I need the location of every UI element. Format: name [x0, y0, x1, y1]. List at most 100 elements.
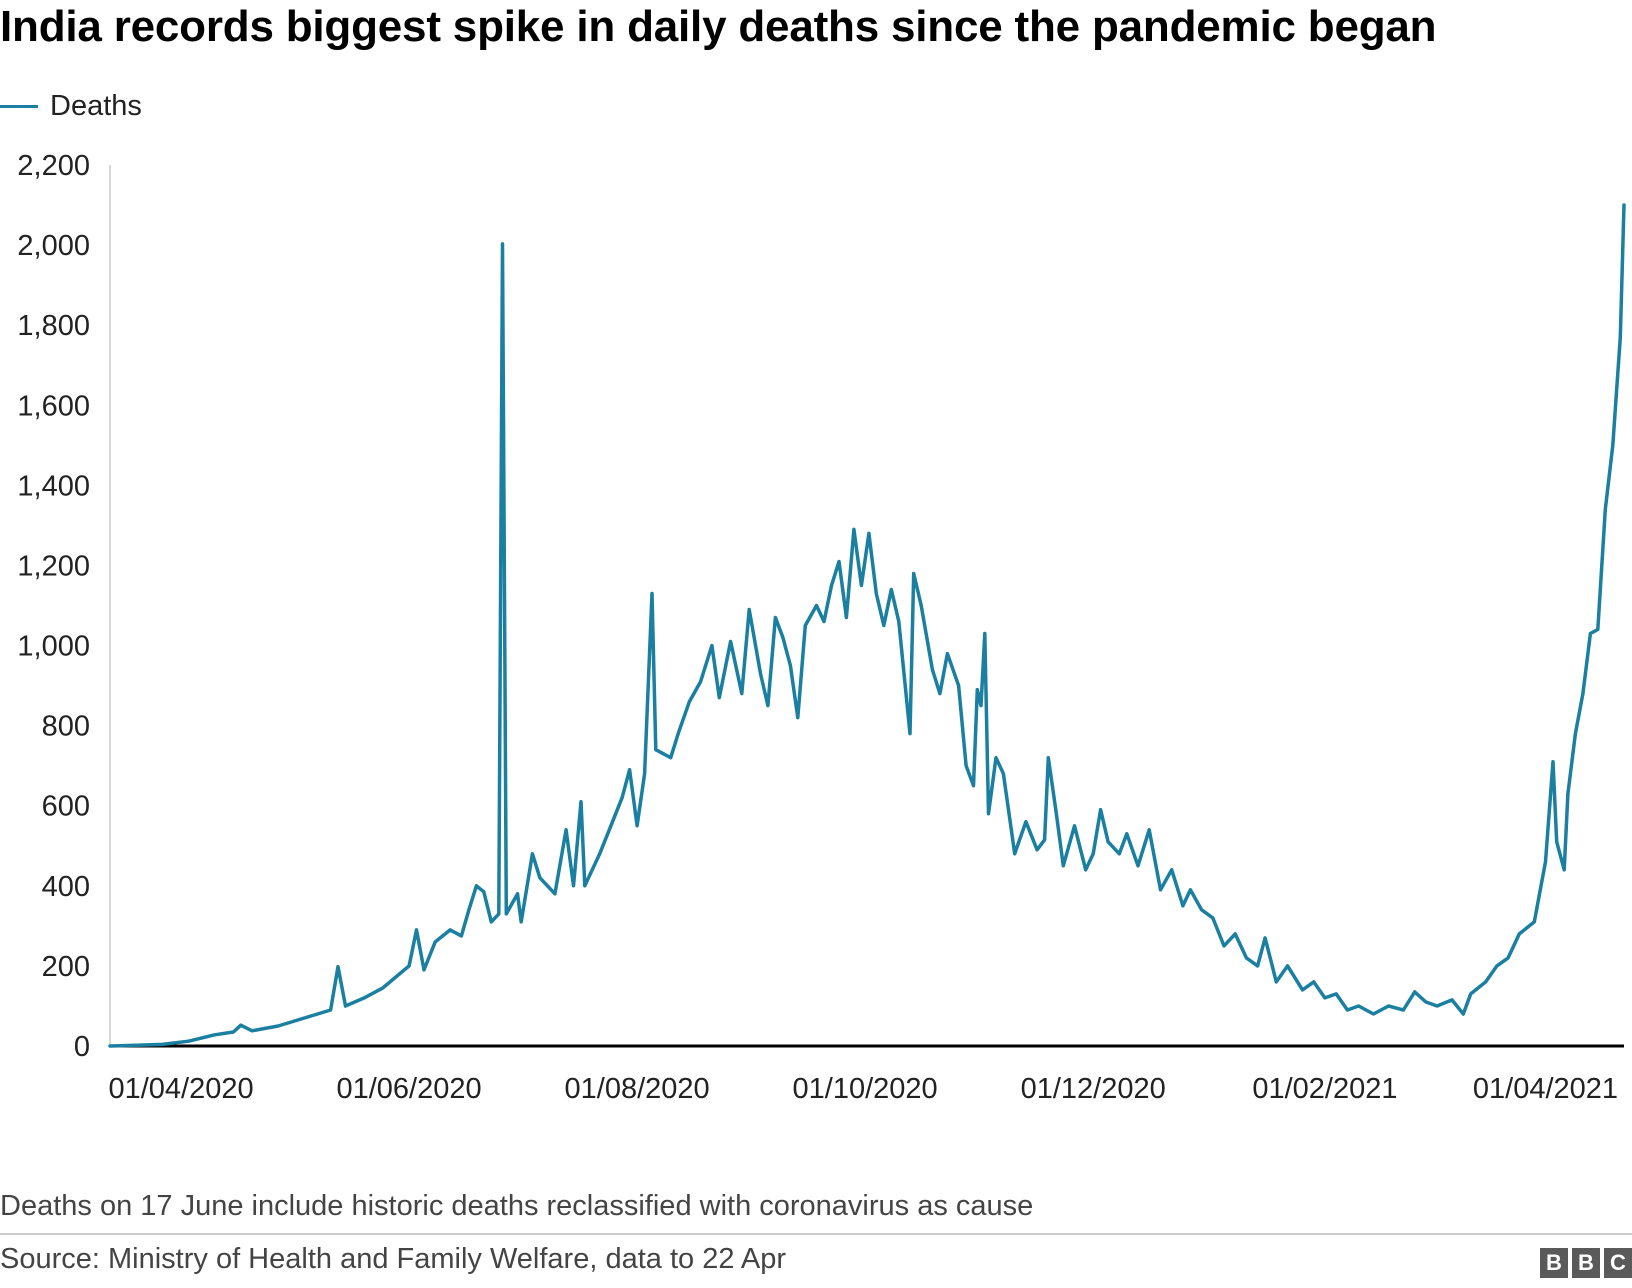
data-point — [1274, 980, 1278, 984]
data-point — [474, 884, 478, 888]
data-point — [1461, 1012, 1465, 1016]
data-point — [628, 768, 632, 772]
data-point — [1555, 840, 1559, 844]
data-point — [1024, 820, 1028, 824]
bbc-logo-c: C — [1604, 1248, 1632, 1278]
data-point — [1435, 1004, 1439, 1008]
x-tick-label: 01/10/2020 — [793, 1073, 938, 1105]
data-point — [1043, 838, 1047, 842]
data-point — [938, 692, 942, 696]
y-tick-label: 600 — [42, 791, 90, 823]
y-tick-label: 1,200 — [17, 550, 90, 582]
data-point — [975, 688, 979, 692]
data-point — [415, 928, 418, 932]
data-point — [231, 1030, 235, 1034]
data-point — [983, 632, 987, 635]
source-text: Source: Ministry of Health and Family We… — [0, 1243, 787, 1275]
data-point — [1147, 828, 1151, 832]
data-point — [1035, 848, 1039, 852]
data-point — [669, 756, 673, 760]
y-tick-label: 1,400 — [17, 470, 90, 502]
data-point — [867, 531, 871, 535]
data-point — [213, 1033, 217, 1037]
data-point — [1099, 808, 1103, 812]
data-point — [530, 852, 534, 856]
data-point — [964, 764, 968, 768]
data-point — [1312, 980, 1316, 984]
data-point — [676, 732, 680, 736]
data-point — [788, 664, 792, 668]
data-point — [1200, 908, 1204, 912]
y-tick-label: 2,000 — [17, 230, 90, 262]
data-point — [796, 716, 800, 720]
data-point — [759, 672, 762, 676]
data-point — [1222, 944, 1226, 948]
data-point — [889, 588, 893, 591]
data-point — [650, 592, 654, 595]
data-point — [859, 584, 863, 587]
data-point — [1136, 864, 1140, 868]
data-point — [803, 624, 807, 627]
legend: Deaths — [0, 86, 142, 126]
data-point — [1566, 792, 1570, 796]
data-point — [815, 604, 818, 607]
data-point — [1073, 824, 1076, 828]
data-point — [1263, 936, 1267, 940]
x-tick-label: 01/08/2020 — [565, 1073, 710, 1105]
y-tick-label: 1,800 — [17, 310, 90, 342]
data-point — [108, 1044, 112, 1048]
data-point — [773, 616, 777, 619]
data-point — [422, 968, 426, 972]
data-point — [1581, 692, 1585, 696]
data-point — [1603, 507, 1607, 511]
data-point — [740, 692, 744, 696]
data-point — [1323, 996, 1327, 1000]
data-point — [336, 965, 340, 969]
data-point — [504, 912, 508, 916]
data-point — [908, 732, 912, 736]
data-point — [766, 704, 770, 708]
bbc-logo-b1: B — [1540, 1248, 1568, 1278]
data-point — [1061, 864, 1065, 868]
data-point — [987, 812, 990, 816]
data-point — [1551, 760, 1555, 764]
data-point — [1170, 868, 1174, 872]
legend-swatch — [0, 104, 38, 108]
data-point — [1117, 852, 1121, 856]
data-point — [1469, 992, 1473, 996]
data-point — [553, 892, 557, 896]
data-point — [1611, 443, 1615, 447]
data-point — [837, 560, 841, 563]
data-point — [1286, 964, 1290, 968]
y-tick-label: 400 — [42, 871, 90, 903]
data-point — [1211, 916, 1215, 920]
data-point — [1506, 956, 1510, 960]
data-point — [538, 876, 542, 880]
data-point — [1401, 1008, 1405, 1012]
x-tick-label: 01/04/2021 — [1473, 1073, 1618, 1105]
data-point — [1084, 868, 1088, 872]
data-point — [957, 684, 961, 688]
data-point — [1091, 852, 1095, 856]
y-tick-label: 0 — [74, 1031, 90, 1063]
data-point — [1618, 335, 1622, 339]
data-point — [1345, 1008, 1349, 1012]
data-point — [710, 644, 714, 647]
data-point — [912, 572, 916, 575]
data-point — [1495, 964, 1499, 968]
data-point — [276, 1024, 280, 1028]
data-point — [844, 616, 848, 619]
footer-divider — [0, 1233, 1632, 1235]
data-point — [344, 1004, 347, 1008]
x-tick-label: 01/06/2020 — [336, 1073, 481, 1105]
data-point — [497, 912, 501, 916]
data-point — [362, 996, 366, 1000]
y-tick-label: 2,200 — [17, 150, 90, 182]
data-point — [1622, 203, 1626, 207]
data-point — [620, 796, 624, 800]
chart-title: India records biggest spike in daily dea… — [0, 2, 1437, 51]
data-point — [489, 920, 493, 924]
data-point — [699, 680, 703, 684]
data-point — [459, 934, 463, 938]
data-point — [1244, 956, 1248, 960]
